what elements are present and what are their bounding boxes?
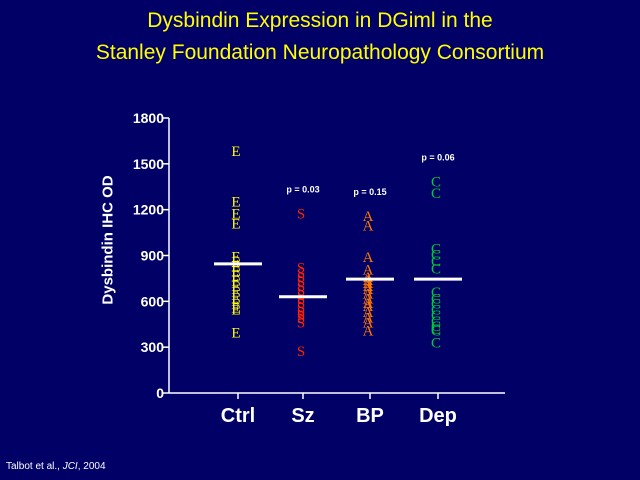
data-point: A [363,250,374,266]
data-point: C [431,174,441,190]
data-point: E [231,274,240,290]
data-point: A [363,323,374,339]
data-point: S [297,279,305,295]
data-point: S [297,261,305,277]
y-tick-label: 0 [156,385,164,401]
data-point: C [431,308,441,324]
data-point: E [231,249,240,265]
data-point: E [231,264,240,280]
data-point: S [297,274,305,290]
data-point: S [297,266,305,282]
data-point: S [297,300,305,316]
data-point: E [231,279,240,295]
data-point: E [231,206,240,222]
x-tick-label: Dep [419,405,457,427]
data-point: S [297,270,305,286]
data-point: A [363,299,374,315]
data-point: E [231,194,240,210]
data-point: E [231,297,240,313]
citation: Talbot et al., JCI, 2004 [6,461,106,472]
data-point: A [363,282,374,298]
data-point: S [297,296,305,312]
data-point: S [297,206,305,222]
data-marks: EEEEEEEEEEEEEEEEESSSSSSSSSSSSSSSSp = 0.0… [214,144,462,360]
data-point: C [431,254,441,270]
data-point: A [363,209,374,225]
data-point: E [231,326,240,342]
x-tick-label: Ctrl [221,405,255,427]
data-point: E [231,303,240,319]
data-point: A [363,276,374,292]
data-point: A [363,310,374,326]
p-value-label: p = 0.15 [353,187,386,197]
y-tick-label: 300 [141,339,165,355]
data-point: E [231,216,240,232]
y-tick-label: 1800 [133,110,164,126]
y-tick-label: 600 [141,293,165,309]
data-point: C [431,303,441,319]
citation-year: , 2004 [77,461,106,472]
data-point: A [363,262,374,278]
data-point: C [431,285,441,301]
p-value-label: p = 0.03 [286,184,319,194]
citation-journal: JCI [62,461,78,472]
axes: 0 300 600 900 1200 1500 1800 Ctrl Sz BP Dep [133,110,505,427]
data-point: C [431,242,441,258]
data-point: S [297,311,305,327]
data-point: S [297,308,305,324]
data-point: A [363,305,374,321]
y-tick-label: 900 [141,248,165,264]
data-point: S [297,344,305,360]
data-point: A [363,279,374,295]
data-point: E [231,268,240,284]
citation-authors: Talbot et al., [6,461,63,472]
p-value-label: p = 0.06 [421,152,454,162]
data-point: C [431,297,441,313]
data-point: C [431,336,441,352]
data-point: S [297,316,305,332]
data-point: E [231,300,240,316]
data-point: S [297,304,305,320]
chart-title-line-2: Stanley Foundation Neuropathology Consor… [95,41,545,64]
data-point: S [297,284,305,300]
data-point: E [231,284,240,300]
chart-title-line-1: Dysbindin Expression in DGiml in the [147,9,493,32]
data-point: E [231,291,240,307]
data-point: A [363,287,374,303]
data-point: C [431,314,441,330]
data-point: C [431,186,441,202]
data-point: C [431,291,441,307]
data-point: C [431,322,441,338]
data-point: C [431,319,441,335]
y-tick-label: 1500 [133,156,164,172]
data-point: A [363,316,374,332]
y-tick-label: 1200 [133,202,164,218]
data-point: A [363,273,374,289]
data-point: S [297,292,305,308]
data-point: E [231,259,240,275]
data-point: A [363,219,374,235]
data-point: C [431,248,441,264]
x-tick-label: BP [356,405,384,427]
x-tick-label: Sz [291,405,314,427]
data-point: C [431,261,441,277]
data-point: A [363,296,374,312]
data-point: A [363,291,374,307]
data-point: C [431,323,441,339]
data-point: E [231,144,240,160]
